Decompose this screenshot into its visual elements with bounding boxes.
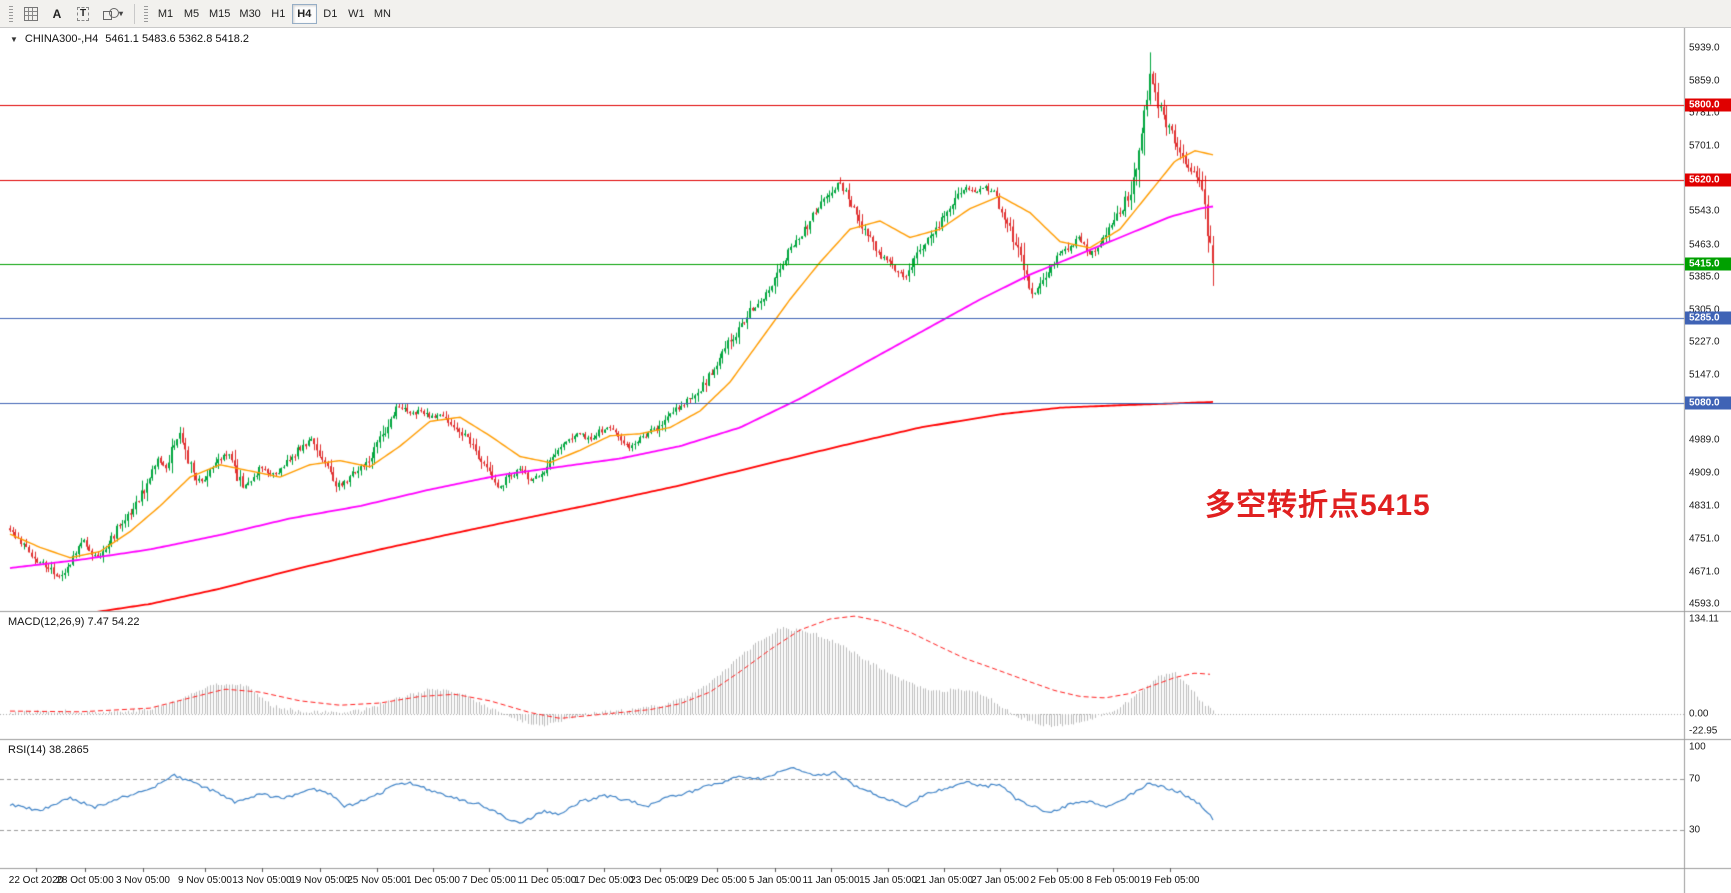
shapes-tool-button[interactable]: ▾ <box>96 3 130 25</box>
timeframe-button-m30[interactable]: M30 <box>235 4 264 24</box>
timeframe-button-w1[interactable]: W1 <box>344 4 369 24</box>
timeframe-button-m1[interactable]: M1 <box>153 4 178 24</box>
timeframe-button-m15[interactable]: M15 <box>205 4 234 24</box>
toolbar-separator <box>134 3 135 24</box>
toolbar-grip[interactable] <box>9 5 13 22</box>
timeframe-button-mn[interactable]: MN <box>370 4 395 24</box>
dropdown-arrow-icon: ▾ <box>118 9 123 18</box>
timeframe-toolbar: M1 M5 M15 M30 H1 H4 D1 W1 MN <box>153 3 395 24</box>
text-label-icon: T <box>76 6 90 21</box>
grid-tool-button[interactable] <box>18 3 44 25</box>
text-tool-icon: A <box>52 6 62 21</box>
toolbar: A T ▾ M1 M5 M15 M30 H1 H4 D1 W1 MN <box>0 0 1731 28</box>
timeframe-toolbar-grip[interactable] <box>144 5 148 22</box>
timeframe-button-h4[interactable]: H4 <box>291 3 317 24</box>
text-tool-button[interactable]: A <box>44 3 70 25</box>
timeframe-button-m5[interactable]: M5 <box>179 4 204 24</box>
grid-icon <box>24 6 38 21</box>
timeframe-button-h1[interactable]: H1 <box>266 4 291 24</box>
text-label-tool-button[interactable]: T <box>70 3 96 25</box>
shapes-icon <box>102 7 119 20</box>
timeframe-button-d1[interactable]: D1 <box>318 4 343 24</box>
